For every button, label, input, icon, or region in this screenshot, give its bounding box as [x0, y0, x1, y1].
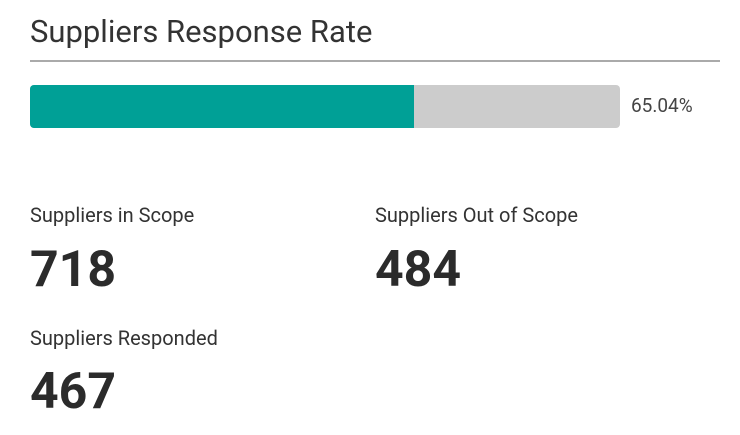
stat-value: 467	[30, 363, 117, 421]
stat-label: Suppliers in Scope	[30, 203, 195, 227]
progress-track	[30, 85, 620, 128]
card-title: Suppliers Response Rate	[30, 13, 373, 50]
progress-fill	[30, 85, 414, 128]
stat-label: Suppliers Out of Scope	[375, 203, 578, 227]
divider	[30, 60, 720, 62]
stat-value: 484	[375, 241, 462, 299]
progress-label: 65.04%	[631, 94, 693, 117]
stat-label: Suppliers Responded	[30, 326, 218, 350]
stat-value: 718	[30, 241, 117, 299]
